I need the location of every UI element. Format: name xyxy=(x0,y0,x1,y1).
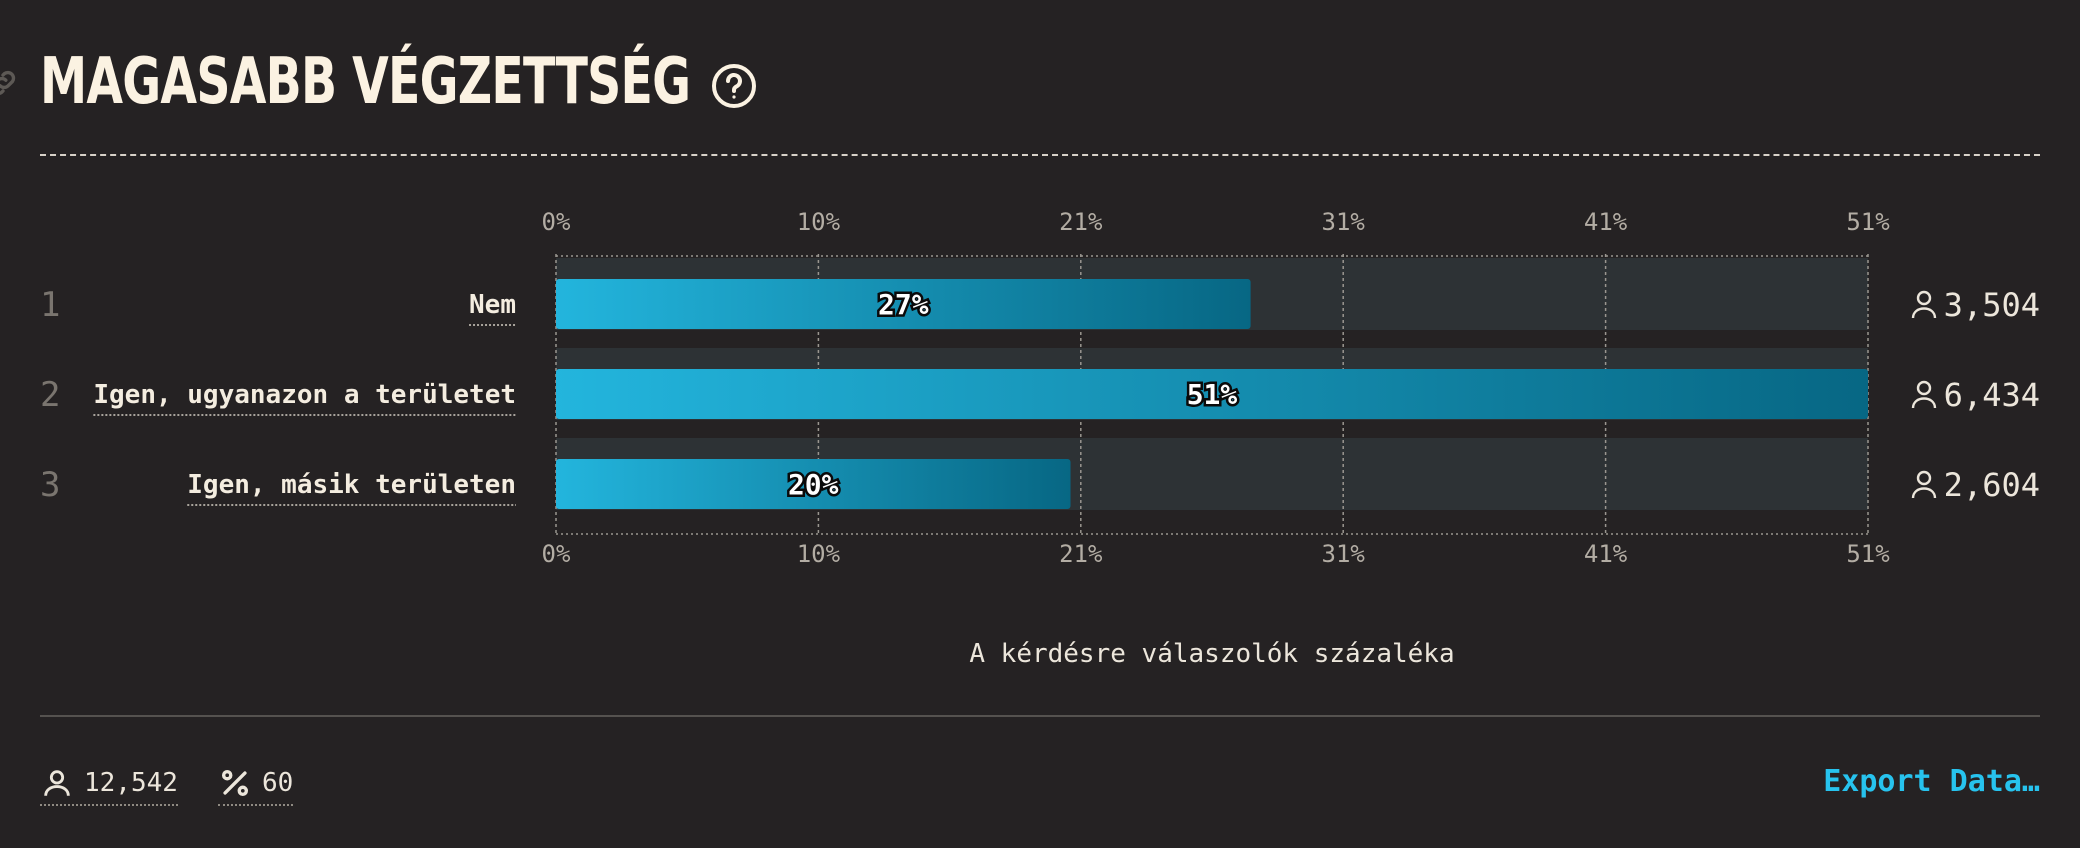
x-tick-label: 21% xyxy=(1059,208,1103,236)
respondent-count: 2,604 xyxy=(1911,466,2040,504)
link-icon[interactable] xyxy=(0,66,20,100)
x-tick-label: 0% xyxy=(542,540,571,568)
x-tick-label: 41% xyxy=(1584,540,1628,568)
x-tick-label: 31% xyxy=(1322,208,1366,236)
bar[interactable] xyxy=(556,369,1868,419)
footer-divider xyxy=(40,715,2040,717)
x-tick-label: 51% xyxy=(1846,208,1890,236)
person-icon xyxy=(1911,290,1937,319)
percent-value-item[interactable]: 60 xyxy=(218,762,294,806)
bar-value-label: 20% xyxy=(788,468,839,501)
person-icon xyxy=(44,770,70,796)
total-respondents-value: 12,542 xyxy=(84,768,178,798)
person-icon xyxy=(1911,380,1937,409)
bar-value-label: 51% xyxy=(1187,378,1238,411)
respondent-count-value: 2,604 xyxy=(1944,466,2040,504)
row-rank: 3 xyxy=(40,465,60,505)
row-rank: 2 xyxy=(40,375,60,415)
bar-chart: 0% 0% 10% 10% 21% 21% 31% 31% 41% 41% 51% 51% 27% 1 Ne… xyxy=(40,208,2040,669)
help-circle-icon[interactable] xyxy=(710,62,758,110)
person-icon xyxy=(1911,470,1937,499)
bar[interactable] xyxy=(556,459,1071,509)
percent-icon xyxy=(221,769,249,797)
category-label[interactable]: Nem xyxy=(469,290,516,320)
export-data-button[interactable]: Export Data… xyxy=(1823,764,2040,799)
x-tick-label: 41% xyxy=(1584,208,1628,236)
percent-value: 60 xyxy=(262,768,294,798)
x-tick-label: 31% xyxy=(1322,540,1366,568)
respondent-count-value: 6,434 xyxy=(1944,376,2040,414)
page-title: MAGASABB VÉGZETTSÉG xyxy=(40,45,691,119)
bar[interactable] xyxy=(556,279,1251,329)
x-axis-label: A kérdésre válaszolók százaléka xyxy=(969,639,1454,669)
total-respondents[interactable]: 12,542 xyxy=(40,762,178,806)
bar-value-label: 27% xyxy=(878,288,929,321)
respondent-count-value: 3,504 xyxy=(1944,286,2040,324)
row-rank: 1 xyxy=(40,285,60,325)
title-divider xyxy=(40,154,2040,156)
category-label[interactable]: Igen, másik területen xyxy=(187,470,516,500)
x-tick-label: 0% xyxy=(542,208,571,236)
respondent-count: 6,434 xyxy=(1911,376,2040,414)
x-tick-label: 10% xyxy=(797,208,841,236)
x-tick-label: 10% xyxy=(797,540,841,568)
respondent-count: 3,504 xyxy=(1911,286,2040,324)
x-tick-label: 51% xyxy=(1846,540,1890,568)
x-tick-label: 21% xyxy=(1059,540,1103,568)
category-label[interactable]: Igen, ugyanazon a területet xyxy=(93,380,516,410)
